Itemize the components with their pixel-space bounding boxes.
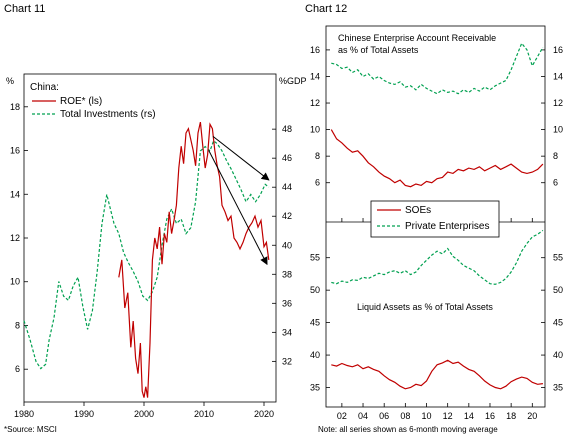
chart-12-top-left-tick-label: 12 [310,98,320,108]
chart-12-legend: SOEs Private Enterprises [370,200,500,238]
chart-12-top-right-tick-label: 10 [553,125,563,135]
chart-12: Chart 12 Chinese Enterprise Account Rece… [305,3,563,434]
chart-12-top-right-tick-label: 12 [553,98,563,108]
chart-11-left-tick-label: 16 [10,146,20,156]
chart-11-investment-line [23,139,270,370]
chart-12-top-left-tick-label: 6 [315,178,320,188]
chart-11-left-axis: 6 8 10 12 14 16 18 [10,102,28,374]
chart-12-x-tick-label: 12 [443,411,453,421]
chart-12-top-left-tick-label: 14 [310,71,320,81]
chart-11-x-tick-label: 2010 [194,409,214,419]
chart-11-right-axis: 32 34 36 38 40 42 44 46 48 [272,124,292,366]
chart-11-title: Chart 11 [4,3,45,15]
chart-11-annotations [208,136,270,266]
chart-12-top-right-tick-label: 14 [553,71,563,81]
chart-12-top-right-tick-label: 8 [553,151,558,161]
chart-12-top-panel-axes: 6 6 8 8 10 10 12 12 14 14 16 16 [310,45,563,188]
chart-11-right-tick-label: 36 [282,298,292,308]
chart-11-x-axis: 1980 1990 2000 2010 2020 [14,402,274,419]
chart-12-top-panel-title-line1: Chinese Enterprise Account Receivable [338,33,496,43]
chart-12-plot-frame [325,25,546,408]
chart-11-right-tick-label: 42 [282,211,292,221]
chart-12-x-tick-label: 18 [506,411,516,421]
chart-11-right-tick-label: 48 [282,124,292,134]
chart-11-left-tick-label: 14 [10,189,20,199]
chart-12-top-left-tick-label: 8 [315,151,320,161]
chart-11-right-tick-label: 34 [282,327,292,337]
chart-12-bottom-private-line [331,229,544,285]
chart-11-legend-roe-label: ROE* (ls) [60,96,102,107]
chart-12-title: Chart 12 [305,3,347,15]
chart-12-note: Note: all series shown as 6-month moving… [318,425,498,434]
chart-12-bottom-left-tick-label: 50 [310,285,320,295]
chart-11-right-tick-label: 44 [282,182,292,192]
chart-12-bottom-right-tick-label: 35 [553,383,563,393]
chart-12-top-left-tick-label: 10 [310,125,320,135]
chart-11-roe-trend-arrow [208,150,268,266]
chart-11-roe-line [118,121,270,398]
chart-11-right-axis-unit: %GDP [279,76,307,86]
chart-12-bottom-left-tick-label: 45 [310,318,320,328]
chart-11-legend-investment-label: Total Investments (rs) [60,109,156,120]
chart-11-left-tick-label: 18 [10,102,20,112]
chart-11-investment-trend-arrow [212,136,270,181]
chart-12-bottom-right-tick-label: 50 [553,285,563,295]
chart-12-legend-private-label: Private Enterprises [405,221,489,232]
chart-12-top-left-tick-label: 16 [310,45,320,55]
chart-12-legend-box [370,200,500,238]
chart-12-bottom-left-tick-label: 40 [310,350,320,360]
chart-12-x-tick-label: 02 [337,411,347,421]
chart-12-x-tick-label: 04 [358,411,368,421]
chart-12-legend-soe-label: SOEs [405,205,431,216]
chart-11-right-tick-label: 38 [282,269,292,279]
chart-12-series [330,42,544,390]
chart-12-bottom-left-tick-label: 55 [310,253,320,263]
chart-12-x-axis: 02 04 06 08 10 12 14 16 18 20 [337,218,537,421]
chart-12-top-soe-line [330,129,544,188]
chart-12-x-tick-label: 16 [485,411,495,421]
chart-11-left-tick-label: 10 [10,277,20,287]
chart-12-bottom-soe-line [331,359,543,390]
chart-11-left-tick-label: 8 [15,320,20,330]
chart-12-x-tick-label: 14 [464,411,474,421]
chart-11-legend-title: China: [30,82,59,93]
chart-11-x-tick-label: 2020 [254,409,274,419]
chart-12-bottom-panel-axes: 35 35 40 40 45 45 50 50 55 55 [310,253,563,393]
chart-12-x-tick-label: 10 [421,411,431,421]
chart-11-right-tick-label: 32 [282,356,292,366]
chart-11-left-tick-label: 6 [15,364,20,374]
chart-12-x-tick-label: 06 [379,411,389,421]
chart-12-top-private-line [331,42,544,95]
chart-12-bottom-panel-title: Liquid Assets as % of Total Assets [357,302,493,312]
chart-11-series [23,121,270,398]
chart-11-right-tick-label: 40 [282,240,292,250]
chart-11-left-tick-label: 12 [10,233,20,243]
chart-12-bottom-right-tick-label: 55 [553,253,563,263]
chart-11-right-tick-label: 46 [282,153,292,163]
chart-11-x-tick-label: 1990 [74,409,94,419]
chart-12-bottom-left-tick-label: 35 [310,383,320,393]
chart-11-legend: China: ROE* (ls) Total Investments (rs) [30,82,156,120]
chart-11-left-axis-unit: % [6,76,14,86]
chart-12-top-panel-title-line2: as % of Total Assets [338,45,419,55]
chart-11-x-tick-label: 1980 [14,409,34,419]
chart-12-top-right-tick-label: 6 [553,178,558,188]
chart-12-x-tick-label: 08 [400,411,410,421]
chart-12-bottom-right-tick-label: 40 [553,350,563,360]
chart-11-x-tick-label: 2000 [134,409,154,419]
chart-11-source: *Source: MSCI [4,425,57,434]
chart-11: Chart 11 % %GDP 1980 1990 2000 2010 2020 6 8 1… [4,3,307,434]
chart-12-x-tick-label: 20 [527,411,537,421]
chart-12-bottom-right-tick-label: 45 [553,318,563,328]
chart-12-top-right-tick-label: 16 [553,45,563,55]
